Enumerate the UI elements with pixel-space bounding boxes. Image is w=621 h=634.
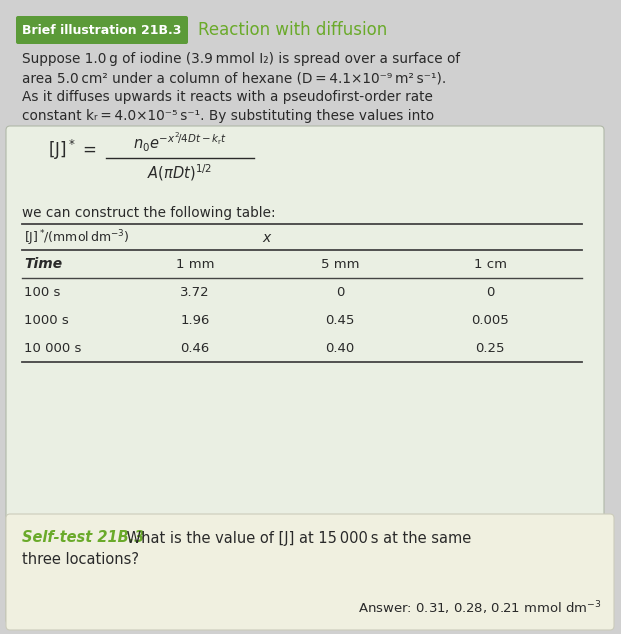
Text: we can construct the following table:: we can construct the following table: [22, 206, 276, 220]
FancyBboxPatch shape [16, 16, 188, 44]
FancyBboxPatch shape [6, 514, 614, 630]
FancyBboxPatch shape [6, 126, 604, 624]
Text: $[\mathrm{J}]^*\, =$: $[\mathrm{J}]^*\, =$ [48, 138, 97, 162]
Text: What is the value of [J] at 15 000 s at the same: What is the value of [J] at 15 000 s at … [122, 531, 471, 545]
Text: $n_0 e^{-x^2\!/4Dt - k_{\rm r}t}$: $n_0 e^{-x^2\!/4Dt - k_{\rm r}t}$ [133, 131, 227, 154]
Text: Reaction with diffusion: Reaction with diffusion [198, 21, 388, 39]
Text: constant kᵣ = 4.0×10⁻⁵ s⁻¹. By substituting these values into: constant kᵣ = 4.0×10⁻⁵ s⁻¹. By substitut… [22, 109, 434, 123]
Text: $A(\pi Dt)^{1/2}$: $A(\pi Dt)^{1/2}$ [147, 162, 212, 183]
Text: As it diffuses upwards it reacts with a pseudofirst-order rate: As it diffuses upwards it reacts with a … [22, 90, 433, 104]
Text: 0.46: 0.46 [180, 342, 210, 354]
Text: Suppose 1.0 g of iodine (3.9 mmol I₂) is spread over a surface of: Suppose 1.0 g of iodine (3.9 mmol I₂) is… [22, 52, 460, 66]
Text: 1 mm: 1 mm [176, 257, 214, 271]
Text: 0.005: 0.005 [471, 313, 509, 327]
Text: 100 s: 100 s [24, 285, 60, 299]
Text: Answer: 0.31, 0.28, 0.21 mmol dm$^{-3}$: Answer: 0.31, 0.28, 0.21 mmol dm$^{-3}$ [358, 599, 602, 617]
Text: 5 mm: 5 mm [321, 257, 360, 271]
Text: area 5.0 cm² under a column of hexane (D = 4.1×10⁻⁹ m² s⁻¹).: area 5.0 cm² under a column of hexane (D… [22, 71, 446, 85]
Text: 0.25: 0.25 [475, 342, 505, 354]
Text: 0: 0 [336, 285, 344, 299]
Text: 0.40: 0.40 [325, 342, 355, 354]
Text: Self-test 21B.3: Self-test 21B.3 [22, 531, 144, 545]
Text: three locations?: three locations? [22, 552, 139, 567]
Text: 10 000 s: 10 000 s [24, 342, 81, 354]
Text: Brief illustration 21B.3: Brief illustration 21B.3 [22, 23, 182, 37]
Text: 0.45: 0.45 [325, 313, 355, 327]
Text: $[\mathrm{J}]^*\!/(\mathrm{mmol\,dm}^{-3})$: $[\mathrm{J}]^*\!/(\mathrm{mmol\,dm}^{-3… [24, 228, 130, 248]
Text: 1 cm: 1 cm [473, 257, 507, 271]
Text: $x$: $x$ [262, 231, 273, 245]
Text: Time: Time [24, 257, 62, 271]
Text: 3.72: 3.72 [180, 285, 210, 299]
Text: 1000 s: 1000 s [24, 313, 69, 327]
Text: 1.96: 1.96 [180, 313, 210, 327]
Text: 0: 0 [486, 285, 494, 299]
